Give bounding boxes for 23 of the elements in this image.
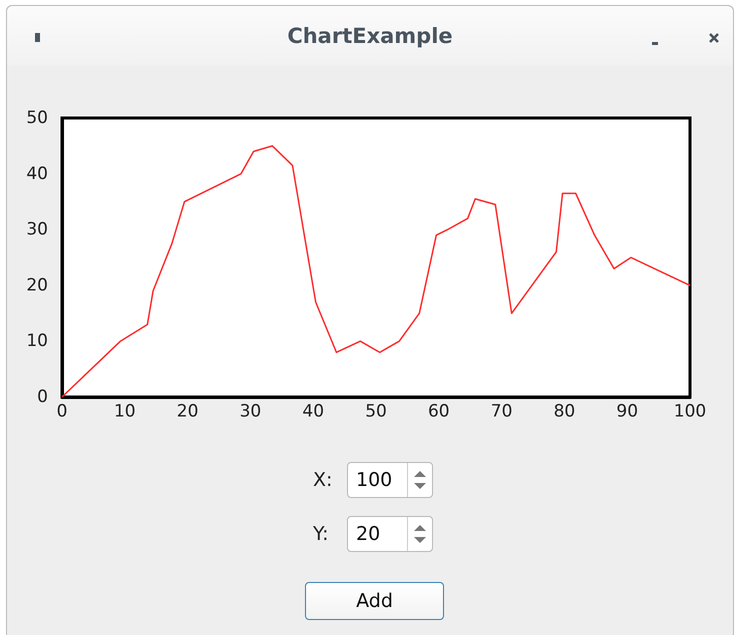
x-tick-label: 10 xyxy=(114,402,136,422)
y-tick-label: 40 xyxy=(26,164,48,184)
x-tick-label: 0 xyxy=(56,402,68,422)
y-tick-label: 20 xyxy=(26,275,48,296)
x-tick-label: 50 xyxy=(365,402,387,422)
x-tick-label: 30 xyxy=(240,402,262,422)
x-tick-label: 90 xyxy=(616,402,638,422)
y-tick-label: 0 xyxy=(37,387,48,407)
x-tick-label: 60 xyxy=(428,402,450,422)
number-field: 100 xyxy=(347,462,433,498)
number-field: 20 xyxy=(347,516,433,552)
y-tick-label: 50 xyxy=(26,108,48,128)
x-tick-label: 70 xyxy=(490,402,512,422)
text: Y: xyxy=(313,523,328,545)
add-button: Add xyxy=(305,582,444,620)
text: X: xyxy=(313,469,332,491)
x-tick-label: 80 xyxy=(554,402,576,422)
y-tick-label: 10 xyxy=(26,331,48,352)
x-tick-label: 20 xyxy=(176,402,198,422)
x-tick-label: 40 xyxy=(302,402,324,422)
x-tick-label: 100 xyxy=(674,402,706,422)
y-tick-label: 30 xyxy=(26,220,48,240)
chart-title: ChartExample xyxy=(286,24,454,48)
